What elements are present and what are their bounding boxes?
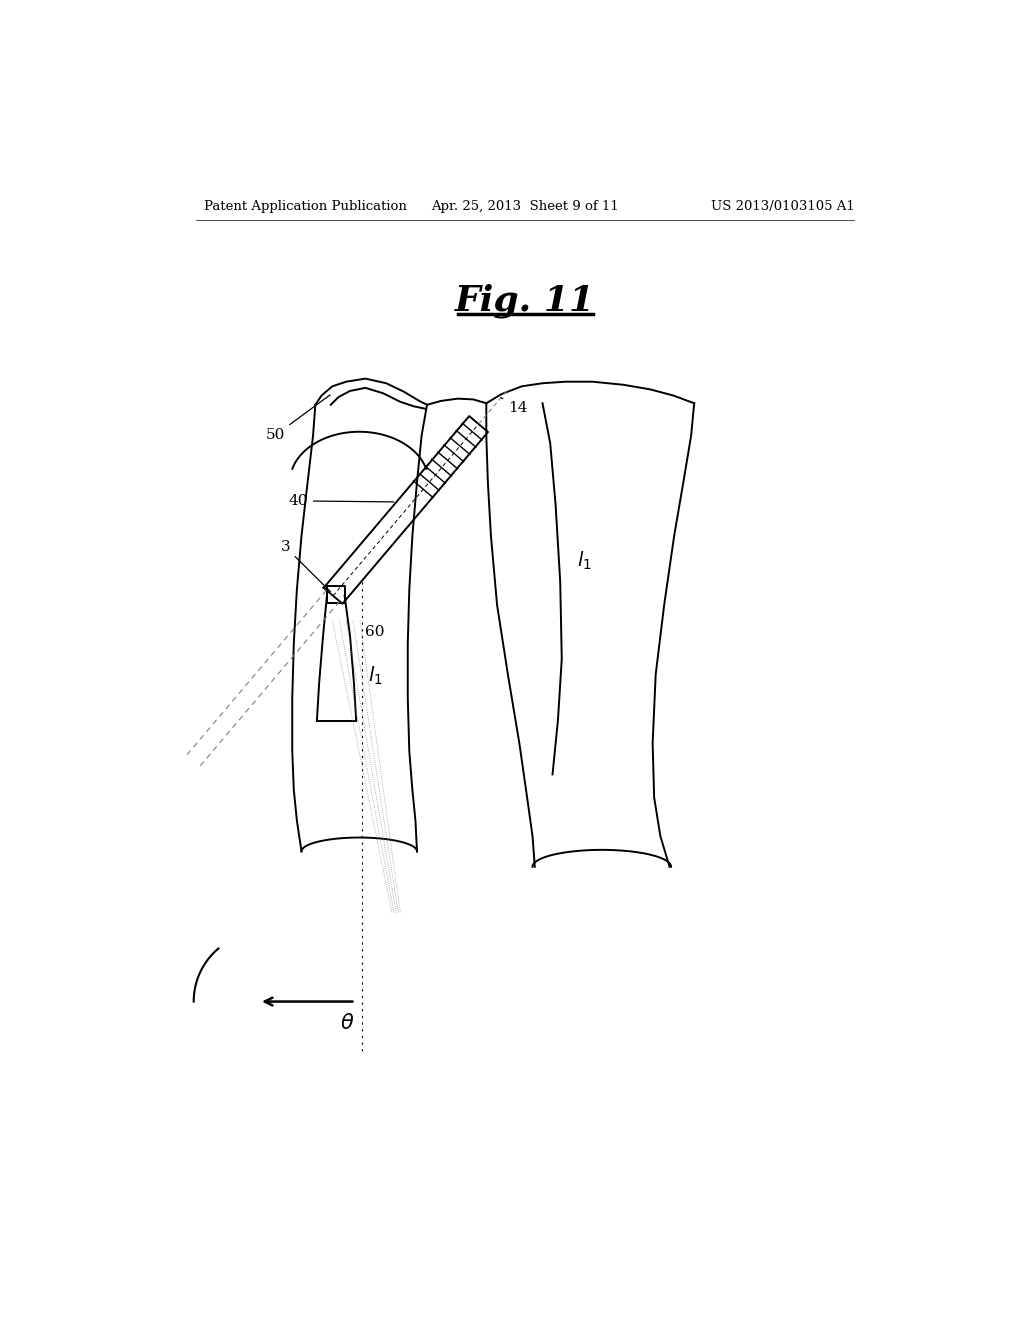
Text: 40: 40 bbox=[289, 494, 393, 508]
Text: 50: 50 bbox=[265, 395, 330, 442]
Text: 3: 3 bbox=[281, 540, 331, 591]
Text: Fig. 11: Fig. 11 bbox=[455, 284, 595, 318]
Text: $\theta$: $\theta$ bbox=[340, 1014, 354, 1034]
Text: 14: 14 bbox=[501, 397, 527, 416]
Text: Patent Application Publication: Patent Application Publication bbox=[204, 199, 407, 213]
Text: 60: 60 bbox=[366, 624, 385, 639]
Text: $l_1$: $l_1$ bbox=[578, 549, 592, 572]
Text: $l_1$: $l_1$ bbox=[368, 665, 383, 688]
Text: Apr. 25, 2013  Sheet 9 of 11: Apr. 25, 2013 Sheet 9 of 11 bbox=[431, 199, 618, 213]
Text: US 2013/0103105 A1: US 2013/0103105 A1 bbox=[711, 199, 854, 213]
